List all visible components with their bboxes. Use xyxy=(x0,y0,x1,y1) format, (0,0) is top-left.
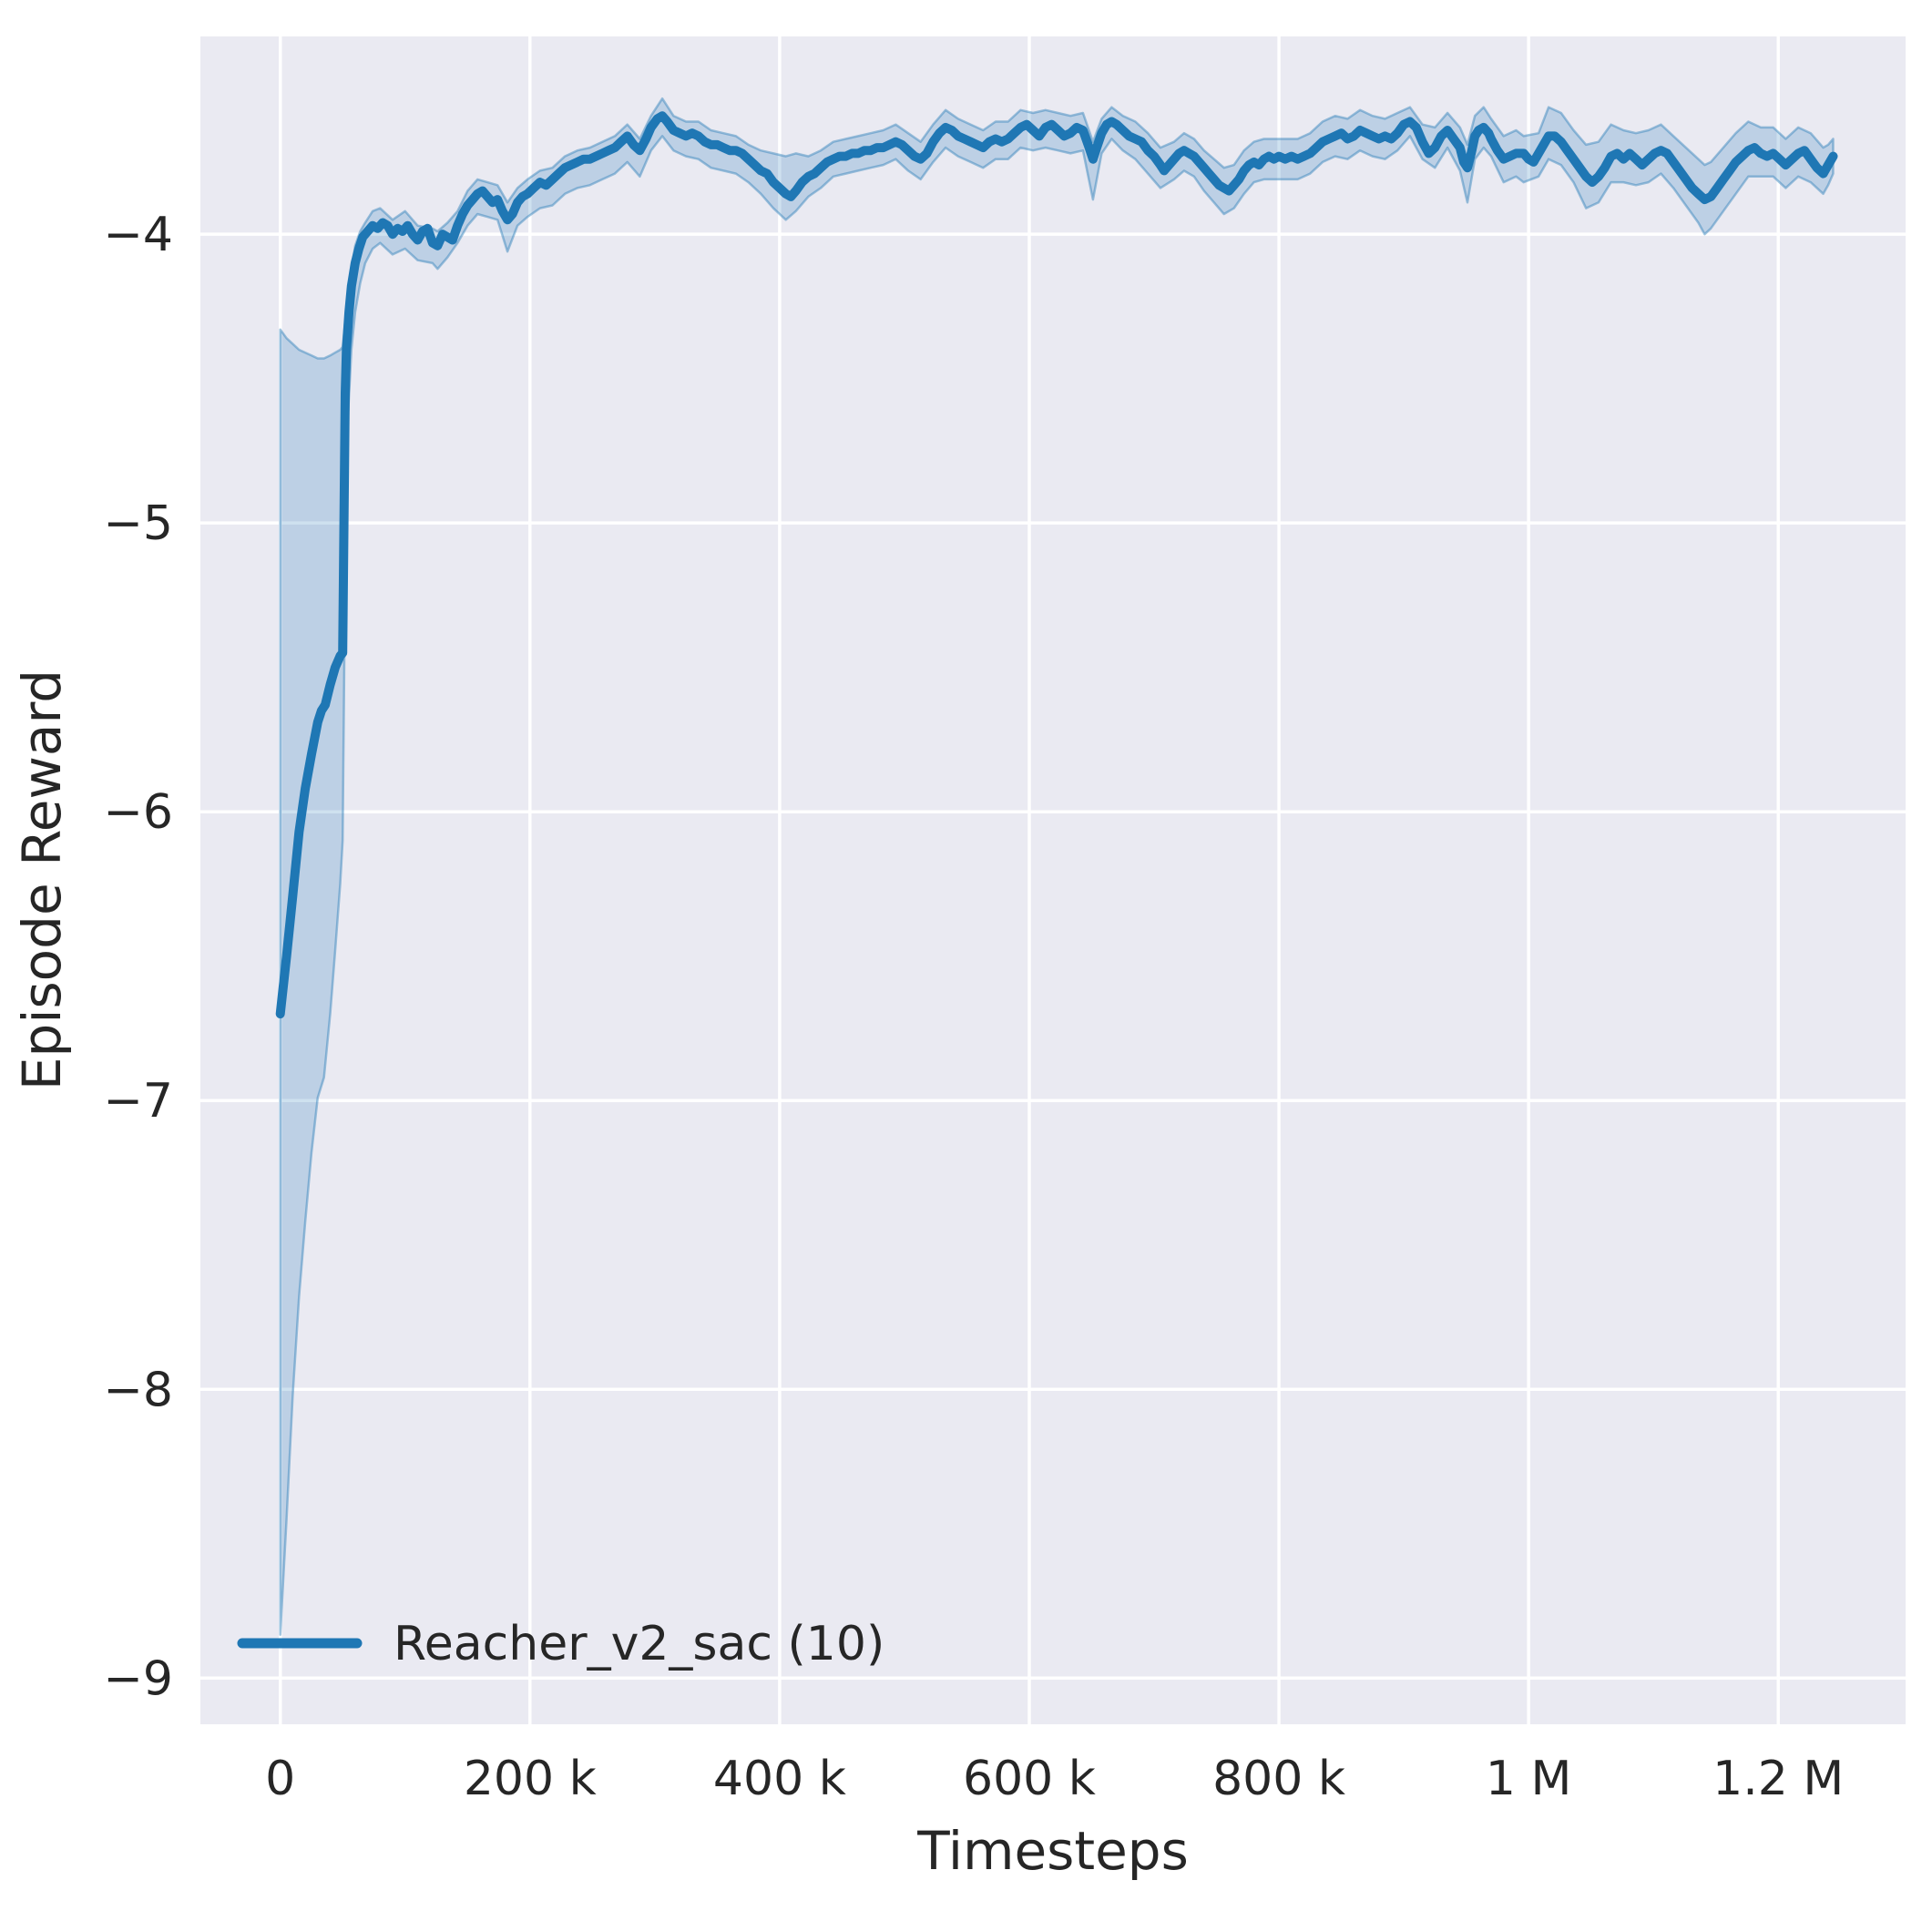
y-axis-tick-labels: −4 −5 −6 −7 −8 −9 xyxy=(103,208,173,1706)
y-tick-label: −6 xyxy=(103,785,173,840)
gridlines xyxy=(200,36,1906,1724)
x-tick-label: 1 M xyxy=(1486,1752,1571,1806)
x-tick-label: 1.2 M xyxy=(1712,1752,1844,1806)
x-axis-tick-labels: 0 200 k 400 k 600 k 800 k 1 M 1.2 M xyxy=(265,1752,1844,1806)
x-tick-label: 800 k xyxy=(1212,1752,1345,1806)
mean-line xyxy=(275,111,1838,1019)
plot-area xyxy=(200,36,1906,1724)
legend-label: Reacher_v2_sac (10) xyxy=(394,1617,884,1671)
legend: Reacher_v2_sac (10) xyxy=(237,1617,884,1671)
x-tick-label: 0 xyxy=(265,1752,295,1806)
x-tick-label: 400 k xyxy=(713,1752,846,1806)
x-tick-label: 200 k xyxy=(464,1752,597,1806)
series-layer xyxy=(275,97,1838,1636)
y-tick-label: −7 xyxy=(103,1074,173,1129)
y-tick-label: −4 xyxy=(103,208,173,262)
y-tick-label: −5 xyxy=(103,496,173,551)
y-tick-label: −9 xyxy=(103,1651,173,1706)
y-axis-title: Episode Reward xyxy=(11,669,73,1090)
x-tick-label: 600 k xyxy=(963,1752,1096,1806)
y-tick-label: −8 xyxy=(103,1363,173,1417)
confidence-band xyxy=(279,97,1835,1636)
x-axis-title: Timesteps xyxy=(916,1820,1189,1882)
